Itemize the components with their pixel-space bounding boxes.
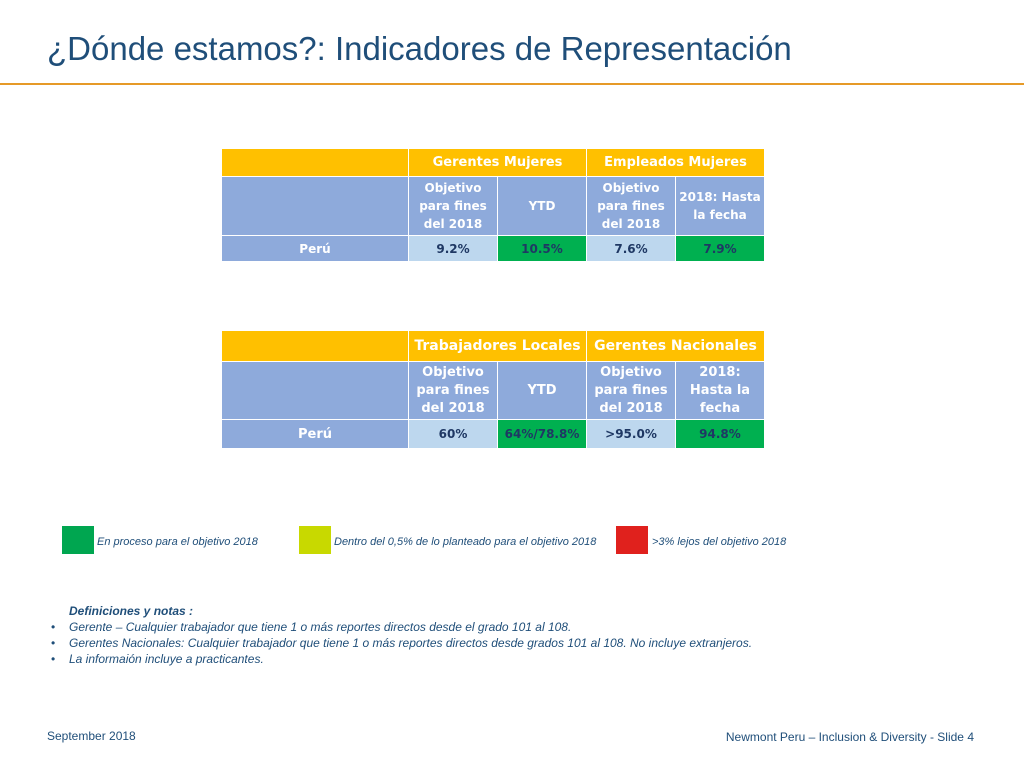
subheader-objetivo: Objetivo para fines del 2018 [408, 361, 498, 420]
footer-date: September 2018 [47, 729, 136, 743]
subheader-ytd: YTD [497, 361, 587, 420]
notes-list: • Gerente – Cualquier trabajador que tien… [51, 619, 752, 667]
legend-label-yellow: Dentro del 0,5% de lo planteado para el … [334, 536, 597, 548]
value-cell-green: 10.5% [497, 235, 587, 262]
list-item: • La informaión incluye a practicantes. [51, 651, 752, 667]
subheader-ytd: YTD [497, 176, 587, 236]
value-cell-green: 7.9% [675, 235, 765, 262]
subheader-hasta-la-fecha: 2018: Hasta la fecha [675, 176, 765, 236]
indicators-table-local: Trabajadores Locales Gerentes Nacionales… [221, 330, 765, 449]
value-cell: 7.6% [586, 235, 676, 262]
header-empleados-mujeres: Empleados Mujeres [586, 148, 765, 177]
title-divider [0, 83, 1024, 85]
row-label-peru: Perú [221, 235, 409, 262]
subheader-hasta-la-fecha: 2018: Hasta la fecha [675, 361, 765, 420]
legend-label-red: >3% lejos del objetivo 2018 [652, 536, 787, 548]
notes-title: Definiciones y notas : [69, 604, 194, 618]
note-text: Gerentes Nacionales: Cualquier trabajado… [69, 636, 753, 650]
header-trabajadores-locales: Trabajadores Locales [408, 330, 587, 362]
table-corner-cell [221, 148, 409, 177]
value-cell-green: 64%/78.8% [497, 419, 587, 449]
value-cell: 60% [408, 419, 498, 449]
slide-title: ¿Dónde estamos?: Indicadores de Represen… [47, 30, 792, 67]
bullet-icon: • [51, 636, 56, 650]
legend-label-green: En proceso para el objetivo 2018 [97, 536, 258, 548]
footer-slide-info: Newmont Peru – Inclusion & Diversity - S… [725, 730, 974, 744]
list-item: • Gerentes Nacionales: Cualquier trabajad… [51, 635, 752, 651]
subheader-blank-cell [221, 176, 409, 236]
row-label-peru: Perú [221, 419, 409, 449]
subheader-objetivo: Objetivo para fines del 2018 [586, 176, 676, 236]
bullet-icon: • [51, 620, 56, 634]
header-gerentes-mujeres: Gerentes Mujeres [408, 148, 587, 177]
subheader-objetivo: Objetivo para fines del 2018 [586, 361, 676, 420]
value-cell: >95.0% [586, 419, 676, 449]
list-item: • Gerente – Cualquier trabajador que tien… [51, 619, 752, 635]
subheader-objetivo: Objetivo para fines del 2018 [408, 176, 498, 236]
indicators-table-women: Gerentes Mujeres Empleados Mujeres Objet… [221, 148, 765, 262]
note-text: Gerente – Cualquier trabajador que tiene… [69, 620, 572, 634]
table-corner-cell [221, 330, 409, 362]
legend-swatch-yellow [299, 526, 331, 554]
subheader-blank-cell [221, 361, 409, 420]
header-gerentes-nacionales: Gerentes Nacionales [586, 330, 765, 362]
note-text: La informaión incluye a practicantes. [69, 652, 264, 666]
bullet-icon: • [51, 652, 56, 666]
value-cell-green: 94.8% [675, 419, 765, 449]
legend-swatch-red [616, 526, 648, 554]
legend-swatch-green [62, 526, 94, 554]
definitions-notes: Definiciones y notas : • Gerente – Cualqu… [51, 603, 752, 667]
value-cell: 9.2% [408, 235, 498, 262]
